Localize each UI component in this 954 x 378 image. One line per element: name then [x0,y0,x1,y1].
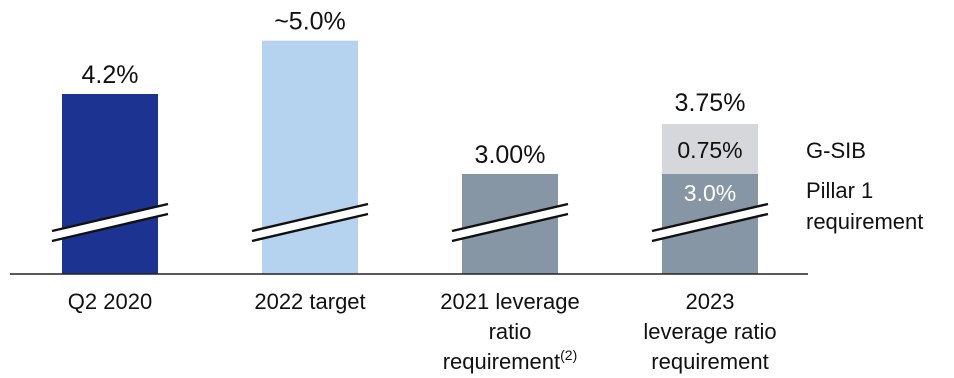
segment-label: 3.0% [684,180,736,206]
axis-break-mark [251,202,369,243]
category-label: 2022 target [254,289,365,314]
axis-break-band [52,205,168,240]
axis-break-mark [451,202,569,243]
axis-break-line [451,212,569,243]
bar [262,40,358,274]
category-label: 2023 [686,289,735,314]
category-label: requirement(2) [443,347,578,374]
legend-label: requirement [806,209,923,234]
axis-break-mark [51,202,169,243]
bar-total-label: 3.75% [675,89,746,117]
segment-label: 0.75% [677,137,742,163]
bar-value-label: ~5.0% [274,8,346,36]
bar-value-label: 4.2% [82,61,139,89]
axis-break-line [251,202,369,233]
bar [62,94,158,274]
category-label: leverage ratio [643,319,776,344]
bar-segment-g-sib [662,124,758,174]
legend-label: Pillar 1 [806,178,873,203]
category-label: requirement [651,349,768,374]
legend-label: G-SIB [806,138,866,163]
footnote-marker: (2) [560,347,577,363]
axis-break-line [451,202,569,233]
axis-break-line [51,202,169,233]
category-label: 2021 leverage [440,289,579,314]
category-label: ratio [489,319,532,344]
axis-break-mark [651,202,769,243]
axis-break-band [652,205,768,240]
axis-break-band [252,205,368,240]
axis-break-band [452,205,568,240]
bar-value-label: 3.00% [475,141,546,169]
axis-break-line [51,212,169,243]
axis-break-line [251,212,369,243]
axis-break-line [651,212,769,243]
axis-break-line [651,202,769,233]
category-label: Q2 2020 [68,289,152,314]
